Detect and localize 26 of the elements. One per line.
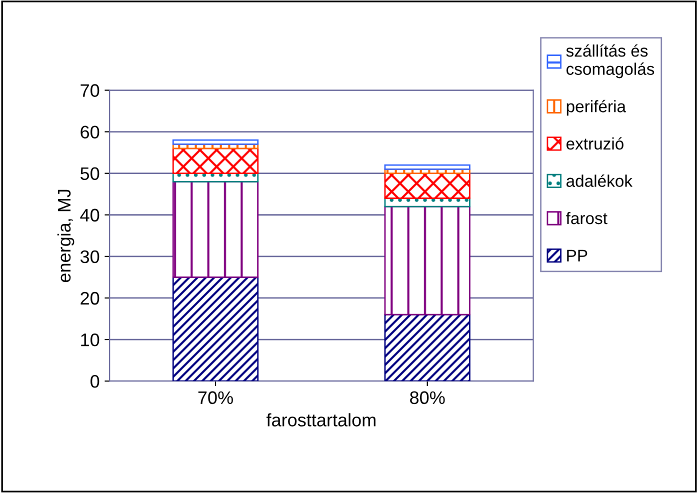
bar [384,206,470,316]
y-tick-label: 40 [80,208,100,222]
y-tick-label: 30 [80,250,100,264]
bar [384,172,470,199]
y-tick-label: 10 [81,333,100,346]
y-tick-label: 60 [80,126,100,138]
y-tick-label: 50 [80,167,100,180]
bar [172,276,259,382]
legend-label: periféria [566,100,626,116]
bar [172,148,259,174]
legend-label: extruzió [566,137,624,150]
y-tick-label: 70 [80,84,100,97]
legend-label: szállítás és csomagolás [566,44,654,78]
x-axis-title: farosttartalom [266,413,376,426]
y-axis-title: energia, MJ [57,190,74,282]
legend-label: adalékok [566,174,633,187]
y-tick-label: 20 [80,292,100,305]
bar [384,164,470,170]
x-tick-label: 80% [410,391,445,404]
bar [172,139,259,145]
legend-label: farost [566,212,608,224]
x-tick-label: 70% [198,391,233,404]
legend-label: PP [567,250,588,262]
bar [172,180,259,278]
y-tick-label: 0 [90,375,100,388]
bar [384,314,470,382]
